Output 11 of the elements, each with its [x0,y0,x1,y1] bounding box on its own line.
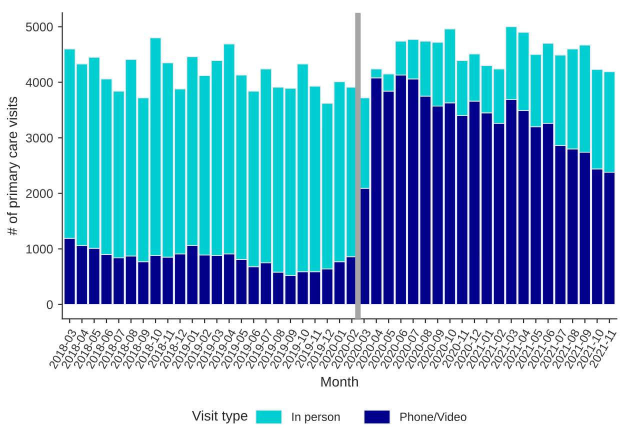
y-tick-label: 3000 [26,134,53,142]
legend-title: Visit type [192,410,248,424]
legend-label: Phone/Video [400,412,466,422]
y-tick-label: 2000 [26,189,53,198]
y-axis-title: # of primary care visits [6,96,20,236]
y-tick-label: 4000 [26,78,53,87]
y-tick-label: 0 [46,300,53,310]
y-tick-label: 5000 [26,22,53,32]
x-axis-title: Month [321,376,358,387]
legend-label: In person [292,412,340,424]
y-tick-label: 1000 [26,244,53,254]
